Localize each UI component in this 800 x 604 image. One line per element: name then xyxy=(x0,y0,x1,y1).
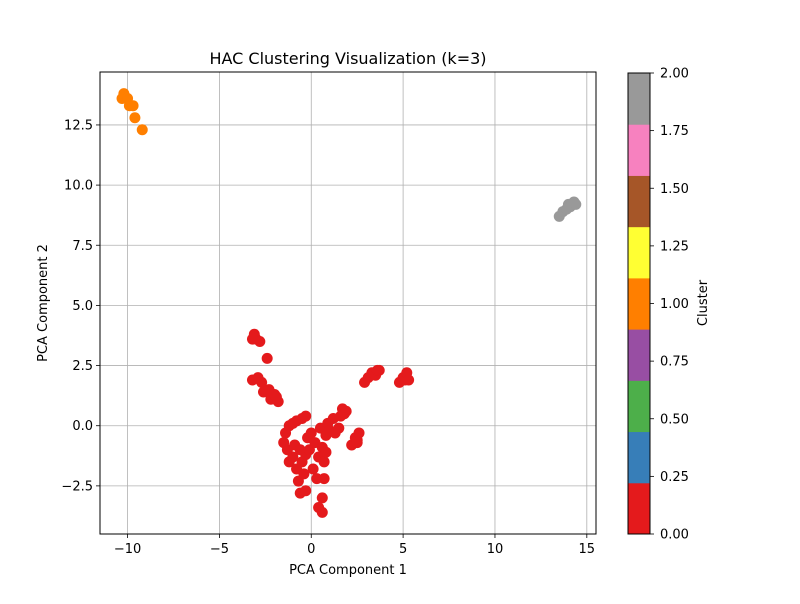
data-point-cluster-0 xyxy=(256,376,268,388)
data-point-cluster-0 xyxy=(300,485,312,497)
colorbar-tick-label: 0.50 xyxy=(660,412,689,427)
data-point-cluster-1 xyxy=(129,112,141,124)
data-point-cluster-0 xyxy=(320,446,332,458)
y-tick-label: 5.0 xyxy=(72,299,93,314)
x-tick-label: 5 xyxy=(399,542,407,557)
colorbar-segment xyxy=(628,380,650,433)
data-point-cluster-2 xyxy=(570,198,582,210)
plot-frame xyxy=(99,71,597,535)
data-point-cluster-0 xyxy=(316,492,328,504)
y-tick-label: 0.0 xyxy=(72,419,93,434)
data-point-cluster-0 xyxy=(353,427,365,439)
data-point-cluster-1 xyxy=(127,100,139,112)
data-point-cluster-0 xyxy=(318,456,330,468)
colorbar-tick-label: 0.25 xyxy=(660,470,689,485)
colorbar-label: Cluster xyxy=(696,279,711,326)
data-points xyxy=(116,88,582,518)
y-axis-label: PCA Component 2 xyxy=(36,244,51,362)
data-point-cluster-0 xyxy=(287,451,299,463)
colorbar-segment xyxy=(628,124,650,176)
data-point-cluster-0 xyxy=(403,374,415,386)
y-tick-label: 2.5 xyxy=(72,359,93,374)
colorbar-tick-label: 0.75 xyxy=(660,355,689,370)
data-point-cluster-1 xyxy=(136,124,148,136)
data-point-cluster-0 xyxy=(261,352,273,364)
data-point-cluster-0 xyxy=(298,468,310,480)
colorbar-tick-label: 0.00 xyxy=(660,528,689,543)
x-tick-label: 10 xyxy=(487,542,504,557)
data-point-cluster-0 xyxy=(318,473,330,485)
colorbar-segment xyxy=(628,329,650,381)
data-point-cluster-0 xyxy=(373,364,385,376)
x-tick-label: 15 xyxy=(579,542,596,557)
y-tick-label: 12.5 xyxy=(64,118,93,133)
colorbar xyxy=(628,73,650,535)
x-tick-label: −10 xyxy=(114,542,141,557)
colorbar-tick-label: 2.00 xyxy=(660,67,689,82)
x-axis-label: PCA Component 1 xyxy=(289,563,407,578)
data-point-cluster-0 xyxy=(300,410,312,422)
data-point-cluster-0 xyxy=(335,410,347,422)
colorbar-tick-label: 1.75 xyxy=(660,124,689,139)
colorbar-segment xyxy=(628,226,650,279)
colorbar-tick-label: 1.50 xyxy=(660,182,689,197)
colorbar-segment xyxy=(628,482,650,535)
colorbar-ticks: 0.00 0.25 0.50 0.75 1.00 1.25 1.50 1.75 2.00 xyxy=(650,67,689,543)
colorbar-segment xyxy=(628,175,650,228)
y-tick-label: −2.5 xyxy=(61,479,93,494)
colorbar-segment xyxy=(628,277,650,330)
data-point-cluster-0 xyxy=(305,427,317,439)
data-point-cluster-0 xyxy=(270,391,282,403)
grid-lines xyxy=(100,72,596,534)
data-point-cluster-0 xyxy=(316,506,328,518)
x-tick-label: 0 xyxy=(307,542,315,557)
colorbar-segment xyxy=(628,431,650,484)
data-point-cluster-0 xyxy=(307,463,319,475)
chart-title: HAC Clustering Visualization (k=3) xyxy=(209,49,486,68)
colorbar-tick-label: 1.25 xyxy=(660,239,689,254)
colorbar-tick-label: 1.00 xyxy=(660,297,689,312)
data-point-cluster-0 xyxy=(333,422,345,434)
y-tick-label: 10.0 xyxy=(64,179,93,194)
x-tick-label: −5 xyxy=(210,542,229,557)
y-axis-ticks: −2.5 0.0 2.5 5.0 7.5 10.0 12.5 xyxy=(61,118,100,494)
data-point-cluster-0 xyxy=(351,437,363,449)
x-axis-ticks: −10 −5 0 5 10 15 xyxy=(114,534,595,557)
data-point-cluster-0 xyxy=(246,333,258,345)
colorbar-segment xyxy=(628,73,650,125)
y-tick-label: 7.5 xyxy=(72,239,93,254)
